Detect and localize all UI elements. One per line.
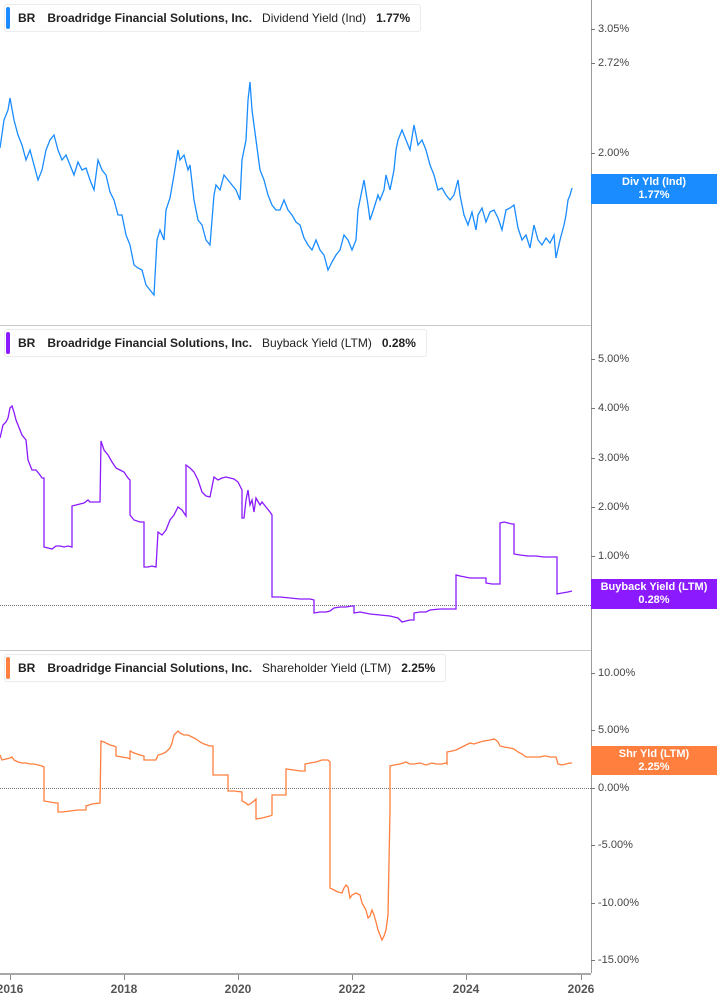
legend-ticker: BR: [18, 661, 36, 675]
y-tick: 10.00%: [598, 667, 636, 679]
y-tick: 3.00%: [598, 452, 630, 464]
legend-ticker: BR: [18, 11, 36, 25]
y-tick: -10.00%: [598, 897, 639, 909]
y-tick: -15.00%: [598, 954, 639, 966]
pane-separator: [0, 325, 591, 326]
y-tick: 5.00%: [598, 724, 630, 736]
x-tick: 2016: [0, 982, 24, 996]
series-color-swatch: [6, 657, 10, 679]
x-tick: 2018: [110, 982, 138, 996]
x-tick: 2024: [452, 982, 480, 996]
legend-metric: Buyback Yield (LTM): [262, 336, 372, 350]
y-tick: 3.05%: [598, 23, 630, 35]
zero-line: [0, 788, 591, 789]
legend-buyback-yield: BR Broadridge Financial Solutions, Inc. …: [4, 329, 427, 357]
legend-company: Broadridge Financial Solutions, Inc.: [47, 661, 253, 675]
last-value-label-buyback: Buyback Yield (LTM) 0.28%: [591, 579, 717, 609]
legend-company: Broadridge Financial Solutions, Inc.: [47, 11, 253, 25]
legend-value: 1.77%: [376, 11, 411, 25]
series-color-swatch: [6, 7, 10, 29]
x-tick: 2020: [224, 982, 252, 996]
last-value-label-shareholder: Shr Yld (LTM) 2.25%: [591, 746, 717, 775]
legend-metric: Dividend Yield (Ind): [262, 11, 367, 25]
x-tick: 2026: [567, 982, 595, 996]
legend-value: 2.25%: [401, 661, 436, 675]
y-tick: 5.00%: [598, 353, 630, 365]
legend-company: Broadridge Financial Solutions, Inc.: [47, 336, 253, 350]
y-tick: -5.00%: [598, 839, 633, 851]
x-tick: 2022: [338, 982, 366, 996]
last-value-label-dividend: Div Yld (Ind) 1.77%: [591, 174, 717, 204]
legend-value: 0.28%: [381, 336, 416, 350]
y-tick: 2.00%: [598, 501, 630, 513]
shareholder-yield-line: [0, 730, 572, 942]
y-tick: 2.00%: [598, 147, 630, 159]
legend-shareholder-yield: BR Broadridge Financial Solutions, Inc. …: [4, 654, 447, 682]
y-tick: 1.00%: [598, 550, 630, 562]
y-tick: 0.00%: [598, 782, 630, 794]
series-color-swatch: [6, 332, 10, 354]
y-tick: 4.00%: [598, 402, 630, 414]
dividend-yield-line: [0, 81, 573, 297]
chart-plot-area: [591, 0, 592, 973]
legend-metric: Shareholder Yield (LTM): [262, 661, 392, 675]
x-axis: [0, 973, 591, 975]
zero-line: [0, 605, 591, 606]
legend-dividend-yield: BR Broadridge Financial Solutions, Inc. …: [4, 4, 422, 32]
pane-separator: [0, 650, 591, 651]
buyback-yield-line: [0, 404, 573, 623]
y-tick: 2.72%: [598, 57, 630, 69]
legend-ticker: BR: [18, 336, 36, 350]
